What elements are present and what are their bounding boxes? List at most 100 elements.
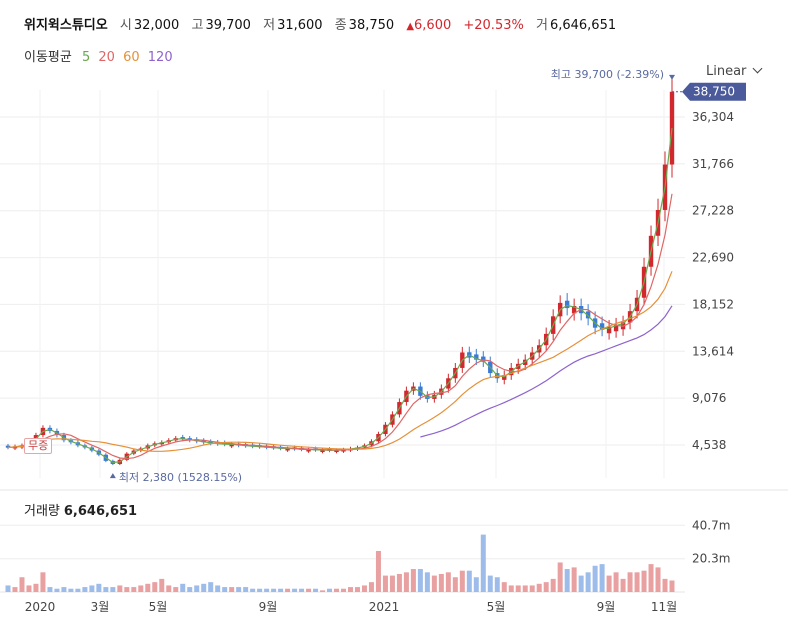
- volume-bar: [264, 588, 270, 592]
- volume-bar: [257, 588, 263, 592]
- volume-bar: [299, 588, 305, 592]
- volume-bar: [445, 572, 451, 592]
- volume-bar: [103, 587, 109, 592]
- volume-bar: [529, 585, 535, 592]
- volume-bar: [26, 585, 32, 592]
- candle-body: [585, 311, 591, 319]
- y-tick-label: 9,076: [692, 391, 726, 405]
- volume-bar: [229, 587, 235, 592]
- ma-legend-title: 이동평균: [24, 50, 72, 65]
- volume-bar: [669, 580, 675, 592]
- volume-bar: [592, 565, 598, 592]
- volume-bars: [5, 534, 675, 592]
- volume-bar: [424, 572, 430, 592]
- volume-bar: [459, 570, 465, 592]
- volume-bar: [47, 587, 53, 592]
- low-annotation: 최저 2,380 (1528.15%): [119, 471, 242, 484]
- volume-bar: [271, 588, 277, 592]
- x-tick-label: 9월: [597, 600, 616, 614]
- volume-bar: [12, 587, 18, 592]
- volume-y-tick-label: 40.7m: [692, 518, 730, 532]
- volume-bar: [222, 587, 228, 592]
- volume-bar: [117, 585, 123, 592]
- change-percent: +20.53%: [463, 18, 524, 33]
- candle-body: [334, 450, 339, 453]
- volume-bar: [194, 585, 200, 592]
- volume-bar: [606, 575, 612, 592]
- candle-body: [285, 448, 290, 451]
- volume-bar: [173, 587, 179, 592]
- close-label: 종: [334, 18, 347, 33]
- volume-bar: [250, 588, 256, 592]
- volume-bar: [599, 564, 605, 592]
- ma5-line: [7, 128, 673, 464]
- volume-y-tick-label: 20.3m: [692, 552, 730, 566]
- volume-bar: [152, 582, 158, 592]
- candle-body: [571, 305, 577, 314]
- moving-average-legend[interactable]: 이동평균 5 20 60 120: [24, 46, 173, 65]
- volume-bar: [396, 573, 402, 592]
- volume-bar: [417, 569, 423, 592]
- volume-bar: [438, 573, 444, 592]
- volume-panel-title: 거래량 6,646,651: [24, 500, 137, 519]
- volume-bar: [187, 587, 193, 592]
- candle-body: [613, 324, 619, 332]
- volume-bar: [620, 578, 626, 592]
- volume-bar: [389, 575, 395, 592]
- current-price-label: 38,750: [693, 85, 735, 99]
- rights-issue-badge[interactable]: 무증: [24, 438, 53, 454]
- volume-bar: [159, 578, 165, 592]
- volume-bar: [54, 588, 60, 592]
- volume-bar: [375, 551, 381, 592]
- volume-bar: [208, 582, 214, 592]
- volume-bar: [180, 583, 186, 592]
- volume-bar: [543, 582, 549, 592]
- high-value: 39,700: [205, 18, 251, 33]
- volume-bar: [166, 585, 172, 592]
- volume-bar: [40, 572, 46, 592]
- volume-bar: [138, 585, 144, 592]
- volume-bar: [627, 572, 633, 592]
- ma5-label: 5: [81, 50, 91, 65]
- volume-bar: [201, 583, 207, 592]
- volume-bar: [292, 588, 298, 592]
- scale-dropdown[interactable]: Linear: [706, 63, 763, 79]
- y-tick-label: 31,766: [692, 157, 734, 171]
- volume-bar: [641, 570, 647, 592]
- x-tick-label: 2020: [25, 600, 56, 614]
- volume-bar: [564, 569, 570, 592]
- moving-average-lines: [7, 128, 673, 464]
- candle-body: [481, 356, 486, 362]
- ma60-label: 60: [123, 50, 140, 65]
- x-tick-label: 11월: [651, 600, 677, 614]
- candle-body: [229, 444, 234, 447]
- volume-bar: [410, 569, 416, 592]
- volume-bar: [494, 577, 500, 592]
- scale-label: Linear: [706, 64, 747, 79]
- open-value: 32,000: [133, 18, 180, 33]
- volume-bar: [61, 587, 67, 592]
- volume-bar: [578, 575, 584, 592]
- y-axis-labels: 36,304 31,766 27,228 22,690 18,152 13,614 9,07…: [692, 110, 734, 452]
- volume-bar: [550, 578, 556, 592]
- volume-bar: [320, 590, 326, 592]
- volume-bar: [33, 583, 39, 592]
- volume-bar: [487, 575, 493, 592]
- ma60-line: [7, 271, 673, 452]
- volume-bar: [501, 582, 507, 592]
- volume-bar: [5, 585, 11, 592]
- ma120-line: [420, 305, 673, 438]
- volume-bar: [634, 572, 640, 592]
- volume-bar: [327, 588, 333, 592]
- volume-bar: [68, 588, 74, 592]
- quote-header: 위지윅스튜디오 시 32,000 고 39,700 저 31,600 종 38,750 …: [24, 14, 624, 33]
- volume-bar: [285, 588, 291, 592]
- grid-lines: [0, 90, 788, 593]
- volume-bar: [82, 587, 88, 592]
- candle-body: [564, 300, 570, 309]
- y-tick-label: 4,538: [692, 438, 726, 452]
- volume-panel-label: 거래량: [24, 504, 60, 519]
- candle-body: [5, 445, 11, 448]
- volume-value: 6,646,651: [549, 18, 617, 33]
